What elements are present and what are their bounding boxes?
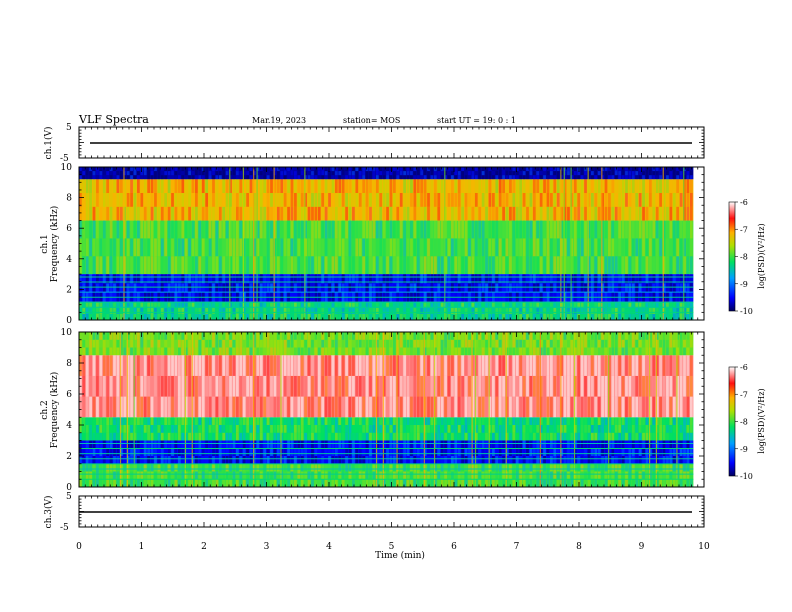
x-tick-0: 0 bbox=[76, 542, 82, 552]
ch1-ytick-8: 8 bbox=[66, 194, 72, 204]
x-tick-2: 2 bbox=[201, 542, 207, 552]
cb2ticks-label--10: -10 bbox=[740, 472, 753, 481]
ch2-spectrogram-ylabel-line1: ch.2 bbox=[40, 400, 50, 419]
x-tick-9: 9 bbox=[639, 542, 645, 552]
cb1ticks-label--10: -10 bbox=[740, 307, 753, 316]
cb1ticks-label--8: -8 bbox=[740, 253, 748, 262]
cb2ticks-label--6: -6 bbox=[740, 363, 748, 372]
cb1ticks-label--6: -6 bbox=[740, 198, 748, 207]
ch1-ytick-0: 0 bbox=[66, 316, 72, 326]
x-tick-3: 3 bbox=[264, 542, 270, 552]
ch2-ytick-6: 6 bbox=[66, 390, 72, 400]
ch3-waveform-ylabel: ch.3(V) bbox=[43, 496, 54, 529]
ch2-spectrogram-ytick-labels: 0 2 4 6 8 10 bbox=[61, 328, 73, 493]
ch1-waveform-ylabel: ch.1(V) bbox=[43, 127, 54, 160]
x-tick-8: 8 bbox=[576, 542, 582, 552]
cb2ticks-label--9: -9 bbox=[740, 445, 748, 454]
ch1-ytick-10: 10 bbox=[61, 163, 73, 173]
ch2-ytick-8: 8 bbox=[66, 359, 72, 369]
x-tick-1: 1 bbox=[139, 542, 145, 552]
x-tick-4: 4 bbox=[326, 542, 332, 552]
ch1-spectrogram bbox=[79, 167, 694, 320]
ch2-ytick-2: 2 bbox=[66, 452, 72, 462]
axis-ticks bbox=[78, 126, 705, 528]
ch1-ytick-bottom: -5 bbox=[60, 154, 69, 164]
ch1-ytick-6: 6 bbox=[66, 224, 72, 234]
ch2-ytick-10: 10 bbox=[61, 328, 73, 338]
cb2ticks-label--7: -7 bbox=[740, 390, 748, 399]
x-tick-labels: 0 1 2 3 4 5 6 7 8 9 10 bbox=[76, 542, 710, 552]
ch2-colorbar-label: log(PSD)(V²/Hz) bbox=[757, 388, 766, 453]
ch1-ytick-2: 2 bbox=[66, 285, 72, 295]
x-tick-5: 5 bbox=[389, 542, 395, 552]
ch2-spectrogram bbox=[79, 332, 694, 487]
cb2ticks-label--8: -8 bbox=[740, 418, 748, 427]
ch1-colorbar: -6 -7 -8 -9 -10 log(PSD)(V²/Hz) bbox=[728, 198, 766, 316]
start-time-label: start UT = 19: 0 : 1 bbox=[437, 116, 516, 125]
chart-title: VLF Spectra bbox=[78, 113, 149, 126]
date-label: Mar.19, 2023 bbox=[252, 116, 306, 125]
ch2-ytick-0: 0 bbox=[66, 483, 72, 493]
ch2-colorbar-gradient bbox=[728, 366, 736, 477]
cb1ticks-label--9: -9 bbox=[740, 280, 748, 289]
ch1-colorbar-ticks: -6 -7 -8 -9 -10 bbox=[735, 198, 753, 316]
ch3-ytick-bottom: -5 bbox=[60, 523, 69, 533]
cb1ticks-label--7: -7 bbox=[740, 225, 748, 234]
station-label: station= MOS bbox=[343, 116, 400, 125]
x-tick-10: 10 bbox=[698, 542, 710, 552]
ch1-spectrogram-ylabel-line1: ch.1 bbox=[40, 234, 50, 253]
ch1-spectrogram-ylabel-line2: Frequency (kHz) bbox=[49, 206, 60, 283]
ch2-ytick-4: 4 bbox=[66, 421, 72, 431]
ch1-ytick-4: 4 bbox=[66, 255, 72, 265]
ch1-colorbar-gradient bbox=[728, 201, 736, 312]
ch3-ytick-top: 5 bbox=[66, 492, 72, 502]
ch2-colorbar-ticks: -6 -7 -8 -9 -10 bbox=[735, 363, 753, 481]
x-tick-6: 6 bbox=[451, 542, 457, 552]
ch1-colorbar-label: log(PSD)(V²/Hz) bbox=[757, 223, 766, 288]
ch2-colorbar: -6 -7 -8 -9 -10 log(PSD)(V²/Hz) bbox=[728, 363, 766, 481]
ch2-spectrogram-ylabel-line2: Frequency (kHz) bbox=[49, 372, 60, 449]
ch1-spectrogram-ytick-labels: 0 2 4 6 8 10 bbox=[61, 163, 73, 326]
x-axis-label: Time (min) bbox=[375, 550, 425, 561]
x-tick-7: 7 bbox=[514, 542, 520, 552]
ch1-ytick-top: 5 bbox=[66, 123, 72, 133]
